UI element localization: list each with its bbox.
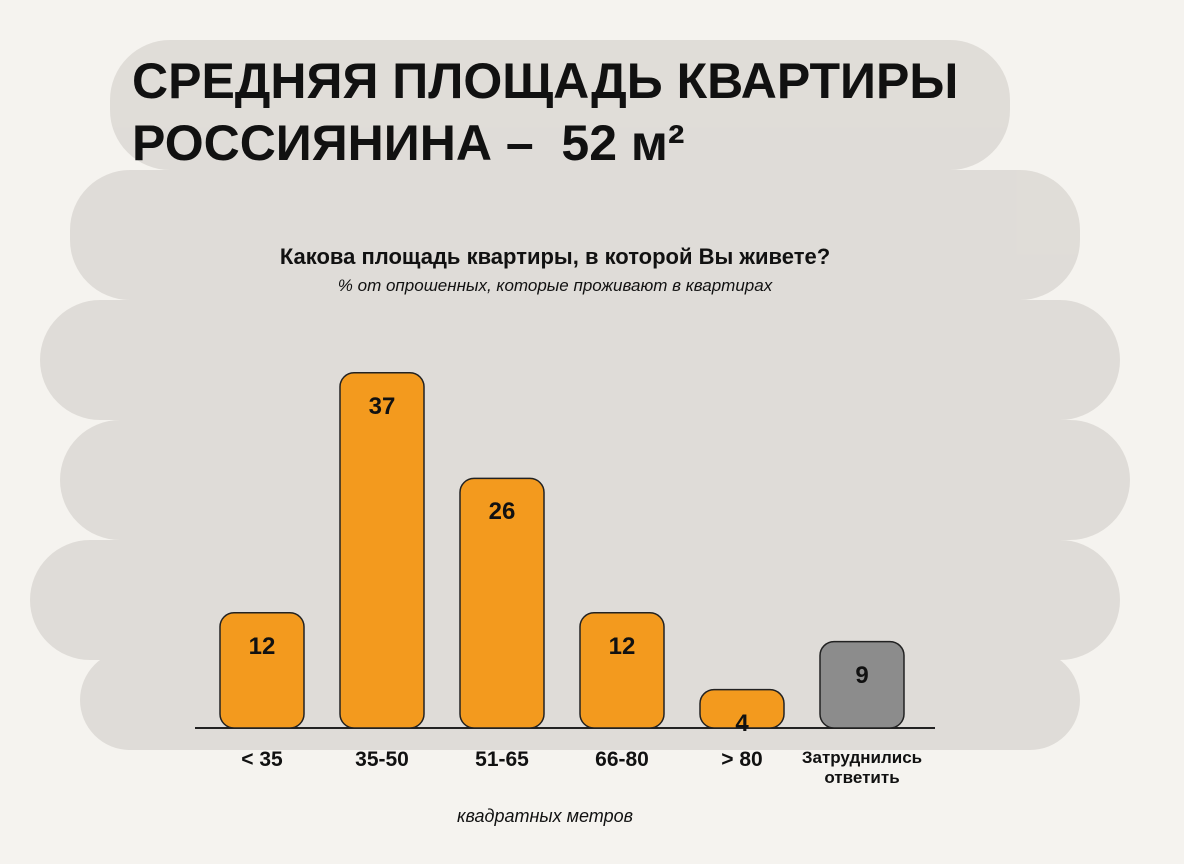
x-tick-label: 51-65 — [475, 748, 529, 771]
bar — [219, 612, 305, 729]
note: % от опрошенных, которые проживают в ква… — [337, 276, 773, 295]
bar — [579, 612, 665, 729]
x-tick-label: Затруднились ответить — [801, 748, 923, 787]
value-label: 9 — [855, 661, 869, 689]
bar — [819, 640, 905, 729]
x-tick-label: < 35 — [241, 748, 283, 771]
x-tick-label: > 80 — [721, 748, 763, 771]
value-label: 26 — [488, 498, 516, 526]
value-label: 12 — [248, 632, 276, 660]
x-tick-label: 66-80 — [595, 748, 649, 771]
value-label: 12 — [608, 632, 636, 660]
value-label: 4 — [735, 709, 749, 737]
x-axis-label: квадратных метров — [457, 806, 633, 826]
bar — [339, 372, 425, 729]
chart-title: СРЕДНЯЯ ПЛОЩАДЬ КВАРТИРЫ РОССИЯНИНА – 52… — [132, 53, 973, 171]
bar — [459, 477, 545, 729]
subtitle: Какова площадь квартиры, в которой Вы жи… — [279, 244, 831, 269]
value-label: 37 — [368, 392, 396, 420]
x-tick-label: 35-50 — [355, 748, 409, 771]
bar — [699, 688, 785, 729]
